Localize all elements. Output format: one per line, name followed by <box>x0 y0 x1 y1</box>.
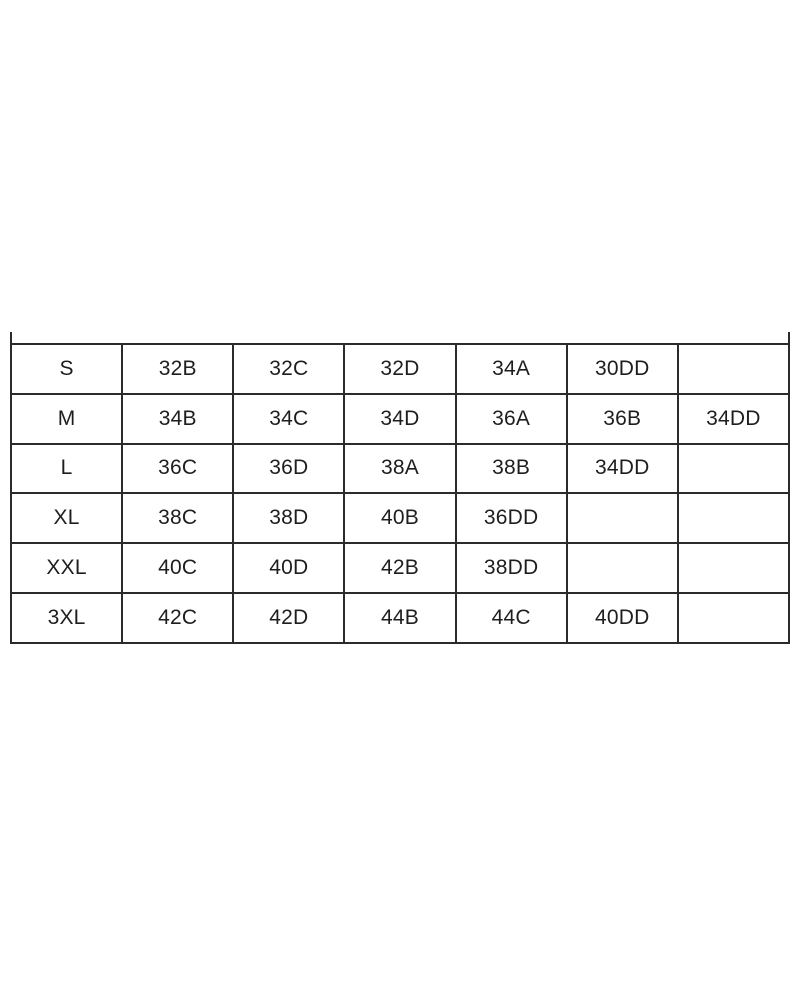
table-row: XXL 40C 40D 42B 38DD <box>9 542 791 594</box>
table-row: S 32B 32C 32D 34A 30DD <box>9 343 791 395</box>
size-value-cell: 34A <box>454 343 568 395</box>
size-value-cell: 34B <box>121 392 235 445</box>
table-row: L 36C 36D 38A 38B 34DD <box>9 442 791 495</box>
size-value-cell <box>676 442 791 495</box>
size-value-cell: 36DD <box>454 492 568 545</box>
size-value-cell: 42D <box>232 591 346 644</box>
size-value-cell: 44C <box>454 591 568 644</box>
size-value-cell <box>676 492 791 545</box>
size-value-cell: 40D <box>232 542 346 594</box>
size-label-cell: XXL <box>9 542 124 594</box>
size-value-cell <box>676 542 791 594</box>
size-value-cell: 32D <box>343 343 457 395</box>
size-value-cell: 40C <box>121 542 235 594</box>
size-value-cell: 36C <box>121 442 235 495</box>
size-value-cell: 32B <box>121 343 235 395</box>
size-value-cell <box>676 591 791 644</box>
size-label-cell: M <box>9 392 124 445</box>
size-value-cell: 38B <box>454 442 568 495</box>
size-label-cell: XL <box>9 492 124 545</box>
size-value-cell: 40DD <box>565 591 679 644</box>
size-value-cell: 36A <box>454 392 568 445</box>
size-value-cell: 36D <box>232 442 346 495</box>
size-value-cell: 38D <box>232 492 346 545</box>
size-value-cell: 34D <box>343 392 457 445</box>
size-value-cell: 38C <box>121 492 235 545</box>
size-value-cell: 42C <box>121 591 235 644</box>
size-value-cell: 30DD <box>565 343 679 395</box>
size-value-cell <box>565 542 679 594</box>
table-row: XL 38C 38D 40B 36DD <box>9 492 791 545</box>
size-value-cell <box>676 343 791 395</box>
size-value-cell: 38DD <box>454 542 568 594</box>
size-value-cell: 34DD <box>676 392 791 445</box>
size-label-cell: L <box>9 442 124 495</box>
cropped-row-left-border-stub <box>10 332 12 345</box>
size-value-cell <box>565 492 679 545</box>
table-row: M 34B 34C 34D 36A 36B 34DD <box>9 392 791 445</box>
size-value-cell: 36B <box>565 392 679 445</box>
size-value-cell: 34C <box>232 392 346 445</box>
table-row: 3XL 42C 42D 44B 44C 40DD <box>9 591 791 644</box>
size-value-cell: 34DD <box>565 442 679 495</box>
size-chart-table: S 32B 32C 32D 34A 30DD M 34B 34C 34D 36A 36B 34DD L 36… <box>9 343 791 644</box>
size-value-cell: 38A <box>343 442 457 495</box>
size-value-cell: 44B <box>343 591 457 644</box>
size-label-cell: S <box>9 343 124 395</box>
cropped-row-right-border-stub <box>788 332 790 345</box>
size-value-cell: 32C <box>232 343 346 395</box>
size-chart-body: S 32B 32C 32D 34A 30DD M 34B 34C 34D 36A 36B 34DD L 36… <box>9 343 791 644</box>
size-label-cell: 3XL <box>9 591 124 644</box>
size-value-cell: 42B <box>343 542 457 594</box>
size-value-cell: 40B <box>343 492 457 545</box>
